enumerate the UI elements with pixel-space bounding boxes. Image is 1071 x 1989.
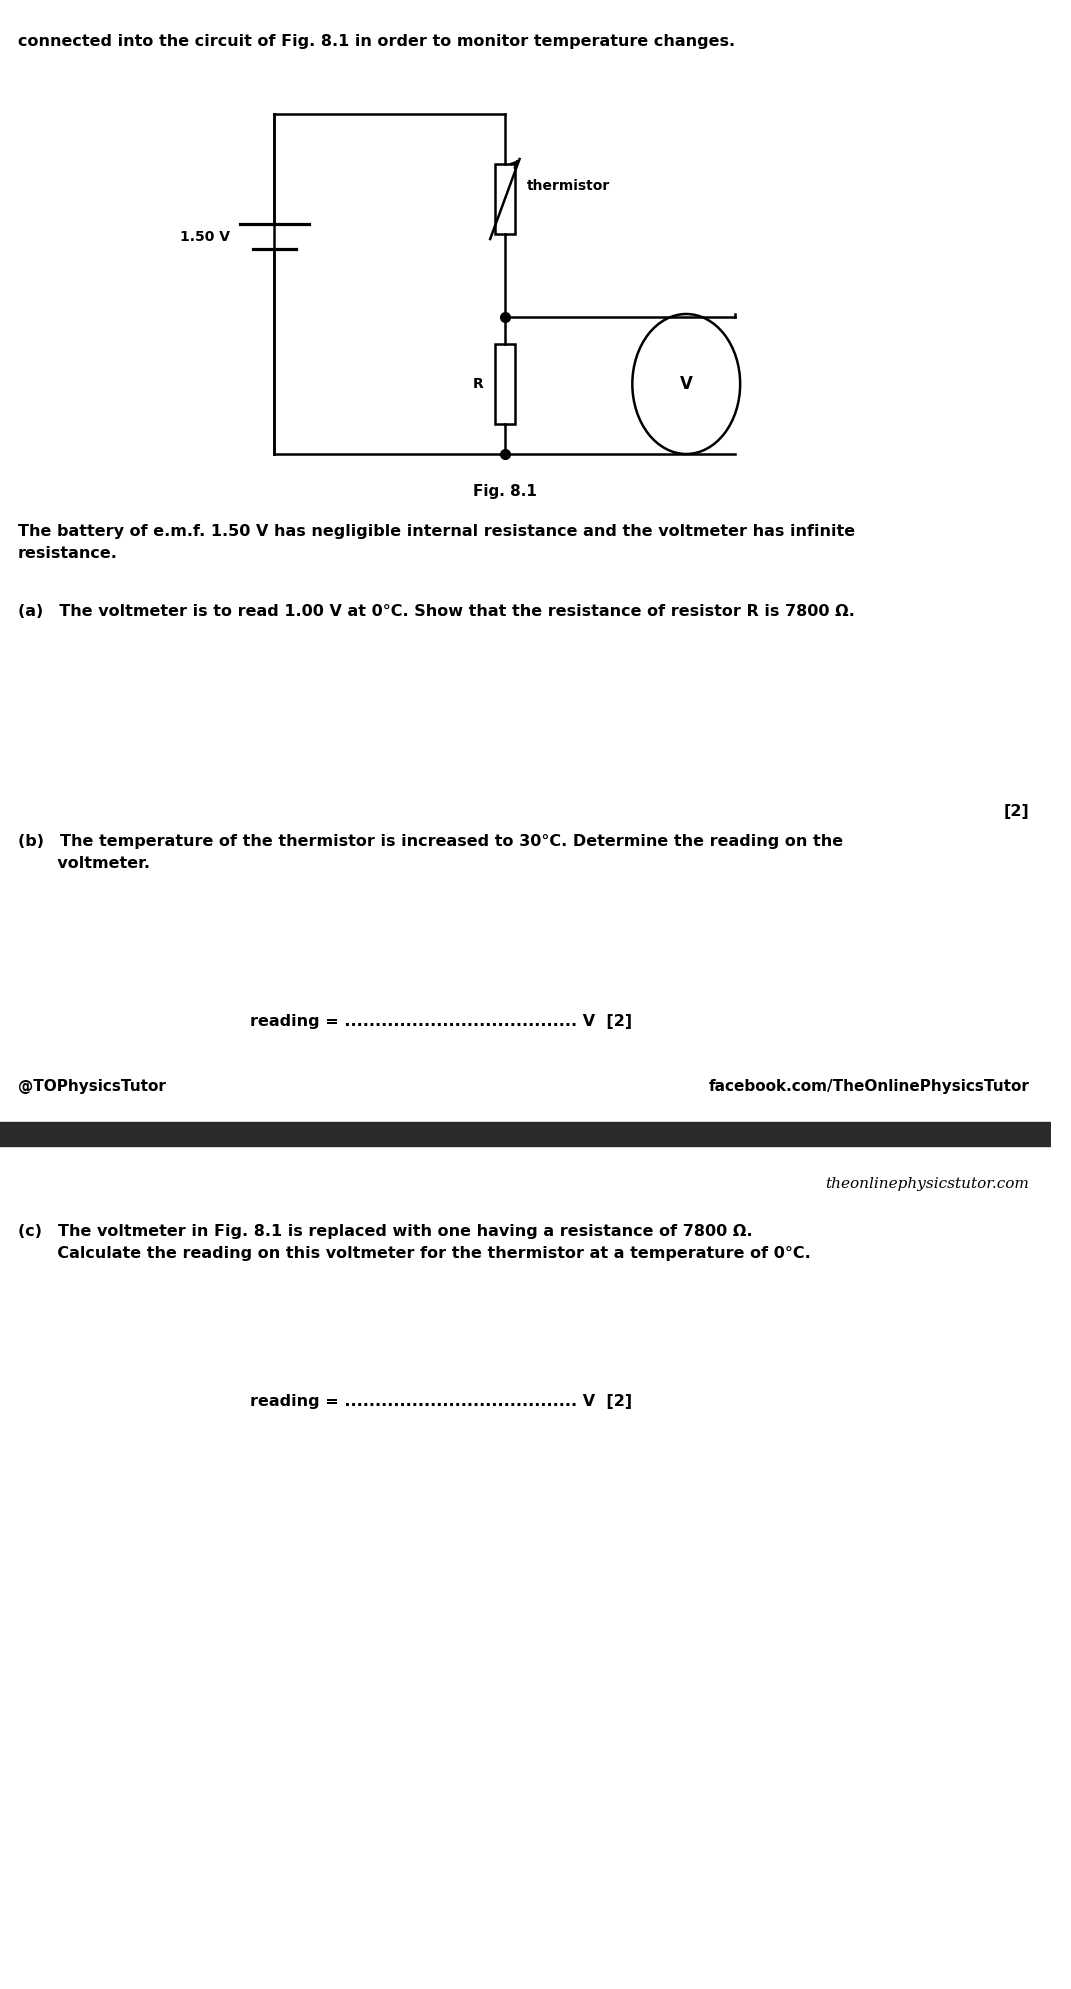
Text: (c) The voltmeter in Fig. 8.1 is replaced with one having a resistance of 7800 Ω: (c) The voltmeter in Fig. 8.1 is replace… [17, 1223, 811, 1261]
Text: [2]: [2] [1004, 804, 1029, 819]
Text: 1.50 V: 1.50 V [180, 231, 230, 245]
Bar [495, 163, 515, 235]
Text: connected into the circuit of Fig. 8.1 in order to monitor temperature changes.: connected into the circuit of Fig. 8.1 i… [17, 34, 735, 50]
Text: Fig. 8.1: Fig. 8.1 [473, 483, 537, 499]
Text: (b) The temperature of the thermistor is increased to 30°C. Determine the readin: (b) The temperature of the thermistor is… [17, 833, 843, 871]
Text: thermistor: thermistor [527, 179, 609, 193]
Bar [495, 344, 515, 424]
Text: facebook.com/TheOnlinePhysicsTutor: facebook.com/TheOnlinePhysicsTutor [709, 1078, 1029, 1094]
Ellipse shape [632, 314, 740, 453]
Text: R: R [472, 378, 483, 392]
Text: reading = ...................................... V  [2]: reading = ..............................… [251, 1394, 632, 1408]
Text: theonlinephysicstutor.com: theonlinephysicstutor.com [826, 1177, 1029, 1191]
Text: (a) The voltmeter is to read 1.00 V at 0°C. Show that the resistance of resistor: (a) The voltmeter is to read 1.00 V at 0… [17, 605, 855, 619]
Text: @TOPhysicsTutor: @TOPhysicsTutor [17, 1078, 166, 1094]
Text: reading = ...................................... V  [2]: reading = ..............................… [251, 1014, 632, 1028]
Text: The battery of e.m.f. 1.50 V has negligible internal resistance and the voltmete: The battery of e.m.f. 1.50 V has negligi… [17, 523, 855, 561]
Text: V: V [680, 376, 693, 394]
